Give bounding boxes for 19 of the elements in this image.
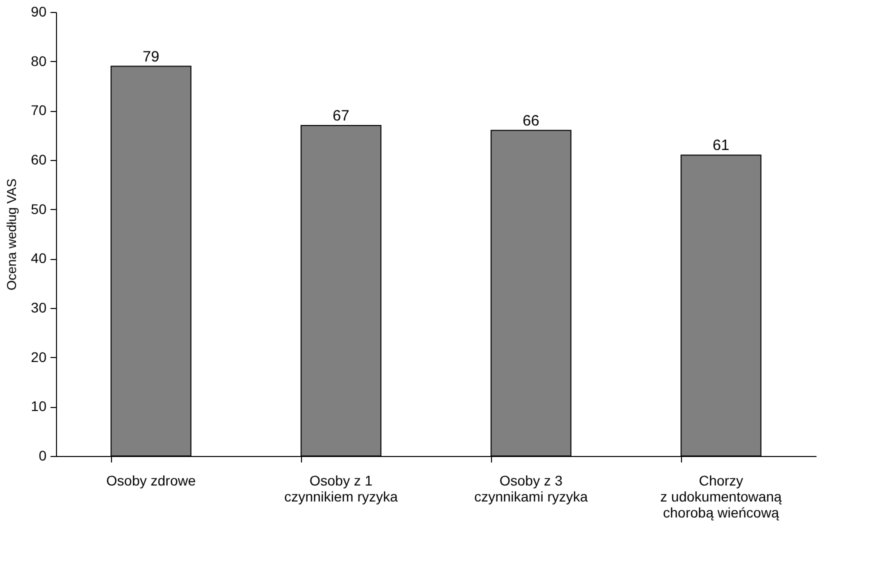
y-tick-label: 50 xyxy=(30,200,47,217)
y-tick-label: 80 xyxy=(30,52,47,69)
y-axis-title: Ocena według VAS xyxy=(4,178,19,290)
x-tick-label: Osoby z 1 czynnikiem ryzyka xyxy=(284,472,398,504)
x-tick-label: Osoby zdrowe xyxy=(106,472,196,488)
data-label: 67 xyxy=(332,107,350,124)
y-tick-label: 20 xyxy=(30,348,47,365)
data-label: 79 xyxy=(142,48,160,66)
y-tick-label: 70 xyxy=(30,102,47,118)
data-label: 66 xyxy=(522,112,540,130)
x-tick-label: Chorzy z udokumentowaną chorobą wieńcową xyxy=(660,472,782,520)
y-tick-label: 10 xyxy=(30,398,47,414)
x-tick-label: Osoby z 3 czynnikami ryzyka xyxy=(474,472,588,504)
y-tick-label: 90 xyxy=(30,4,47,20)
data-label: 61 xyxy=(712,137,730,154)
y-tick-label: 60 xyxy=(30,152,47,168)
y-tick-label: 30 xyxy=(30,300,47,316)
y-tick-label: 0 xyxy=(38,448,47,464)
y-tick-label: 40 xyxy=(30,250,47,266)
